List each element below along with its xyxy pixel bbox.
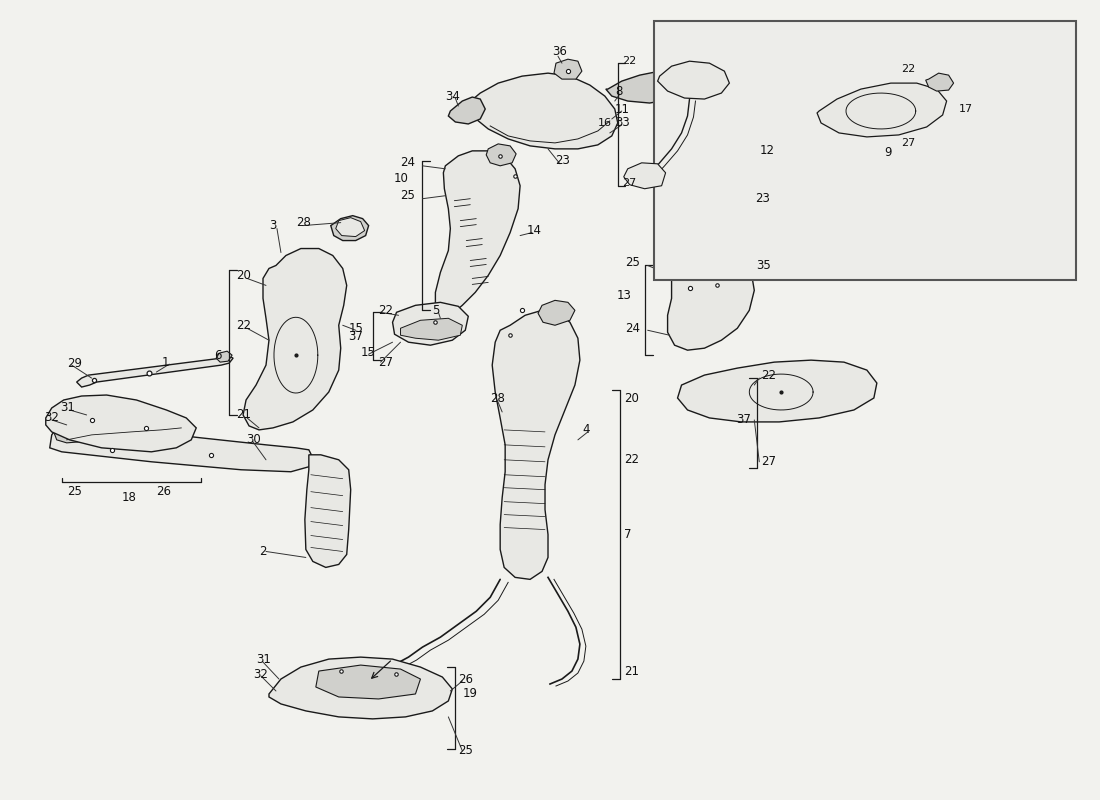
- Text: 21: 21: [624, 665, 639, 678]
- Text: 37: 37: [736, 414, 751, 426]
- Text: 6: 6: [213, 349, 221, 362]
- Polygon shape: [606, 71, 688, 103]
- Polygon shape: [243, 249, 346, 430]
- Text: 23: 23: [756, 192, 770, 206]
- Text: 24: 24: [400, 156, 416, 170]
- Text: 25: 25: [459, 744, 473, 758]
- Text: 18: 18: [121, 491, 136, 504]
- Text: 7: 7: [624, 528, 631, 541]
- Polygon shape: [668, 257, 755, 350]
- Text: 24: 24: [625, 322, 640, 334]
- Text: 11: 11: [615, 102, 630, 115]
- Polygon shape: [486, 144, 516, 166]
- Text: 2: 2: [258, 545, 266, 558]
- Text: 28: 28: [491, 391, 505, 405]
- Text: 35: 35: [757, 259, 771, 272]
- Polygon shape: [465, 73, 618, 149]
- Text: 36: 36: [552, 45, 567, 58]
- Text: 15: 15: [361, 346, 375, 358]
- FancyBboxPatch shape: [654, 22, 1076, 281]
- Polygon shape: [538, 300, 575, 326]
- Text: 14: 14: [527, 224, 542, 237]
- Polygon shape: [54, 426, 87, 443]
- Text: 29: 29: [67, 357, 81, 370]
- Text: 3: 3: [270, 219, 276, 232]
- Text: 32: 32: [44, 411, 58, 425]
- Text: 31: 31: [59, 402, 75, 414]
- Text: 23: 23: [556, 154, 570, 167]
- Polygon shape: [316, 665, 420, 699]
- Text: 10: 10: [394, 172, 408, 186]
- Polygon shape: [336, 218, 364, 237]
- Polygon shape: [926, 73, 954, 91]
- Polygon shape: [755, 149, 899, 229]
- Text: 27: 27: [761, 455, 777, 468]
- Text: 22: 22: [901, 64, 915, 74]
- Polygon shape: [817, 83, 947, 137]
- Text: 25: 25: [67, 485, 81, 498]
- Text: 22: 22: [621, 56, 636, 66]
- Text: 13: 13: [617, 289, 631, 302]
- Polygon shape: [46, 395, 196, 452]
- Text: 16: 16: [597, 118, 612, 128]
- Text: 37: 37: [348, 330, 363, 342]
- Text: 22: 22: [236, 318, 251, 332]
- Text: 27: 27: [621, 178, 636, 188]
- Text: 1: 1: [162, 356, 169, 369]
- Polygon shape: [50, 422, 312, 472]
- Text: 22: 22: [761, 369, 777, 382]
- Polygon shape: [331, 216, 368, 241]
- Polygon shape: [658, 61, 729, 99]
- Text: 32: 32: [253, 667, 268, 681]
- Text: 22: 22: [378, 304, 394, 317]
- Polygon shape: [400, 318, 462, 340]
- Text: 8: 8: [615, 85, 623, 98]
- Text: 27: 27: [901, 138, 915, 148]
- Text: 30: 30: [246, 434, 261, 446]
- Polygon shape: [305, 455, 351, 567]
- Text: 4: 4: [582, 423, 590, 436]
- Text: 21: 21: [236, 409, 251, 422]
- Text: 34: 34: [446, 90, 460, 102]
- Text: 25: 25: [625, 256, 640, 269]
- Text: 15: 15: [349, 322, 364, 334]
- Text: 31: 31: [256, 653, 271, 666]
- Text: 25: 25: [400, 190, 416, 202]
- Text: 19: 19: [462, 687, 477, 701]
- Polygon shape: [761, 159, 877, 218]
- Text: 22: 22: [624, 454, 639, 466]
- Text: 28: 28: [296, 216, 311, 229]
- Polygon shape: [554, 59, 582, 79]
- Polygon shape: [624, 163, 666, 189]
- Text: 26: 26: [156, 485, 172, 498]
- Text: 20: 20: [624, 391, 639, 405]
- Text: 26: 26: [459, 673, 473, 686]
- Polygon shape: [270, 657, 452, 719]
- Polygon shape: [449, 97, 485, 124]
- Polygon shape: [393, 302, 469, 345]
- Text: 12: 12: [759, 144, 774, 158]
- Polygon shape: [217, 351, 232, 362]
- Polygon shape: [436, 151, 520, 318]
- Text: 33: 33: [615, 117, 629, 130]
- Text: 17: 17: [958, 104, 972, 114]
- Polygon shape: [492, 310, 580, 579]
- Polygon shape: [678, 360, 877, 422]
- Text: 27: 27: [378, 356, 394, 369]
- Text: 9: 9: [883, 146, 891, 159]
- Polygon shape: [77, 356, 233, 387]
- Text: 5: 5: [432, 304, 440, 317]
- Text: 20: 20: [236, 269, 251, 282]
